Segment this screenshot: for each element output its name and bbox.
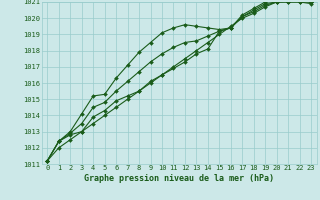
X-axis label: Graphe pression niveau de la mer (hPa): Graphe pression niveau de la mer (hPa): [84, 174, 274, 183]
